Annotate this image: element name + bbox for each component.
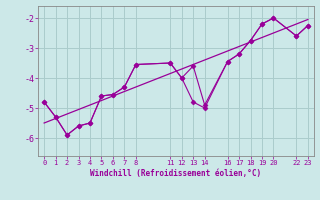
X-axis label: Windchill (Refroidissement éolien,°C): Windchill (Refroidissement éolien,°C) [91,169,261,178]
